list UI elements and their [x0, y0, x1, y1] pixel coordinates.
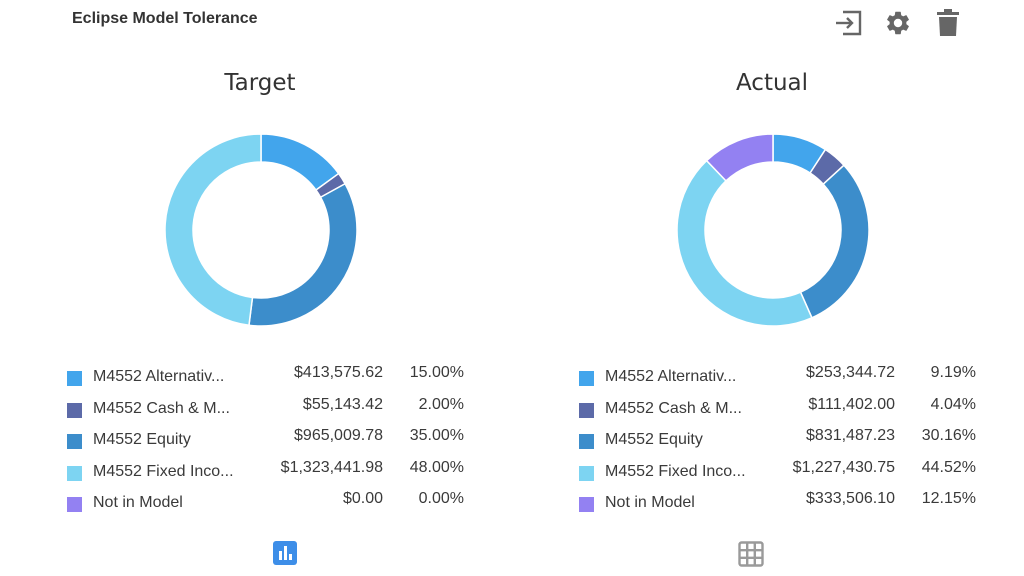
export-button[interactable]	[832, 8, 864, 38]
slice-equity[interactable]	[799, 164, 870, 319]
legend-label: M4552 Cash & M...	[93, 399, 230, 417]
trash-icon	[937, 9, 959, 36]
legend-row-cash: M4552 Cash & M... $111,402.00 4.04%	[577, 395, 997, 427]
actual-chart-title: Actual	[735, 70, 809, 96]
legend-label: M4552 Fixed Inco...	[93, 462, 234, 480]
legend-label: M4552 Alternativ...	[93, 368, 225, 385]
grid-icon	[738, 541, 764, 567]
legend-percent: 35.00%	[409, 427, 464, 444]
delete-button[interactable]	[932, 8, 964, 38]
legend-label: M4552 Equity	[93, 431, 191, 448]
legend-amount: $0.00	[342, 490, 383, 507]
legend-row-alternatives: M4552 Alternativ... $253,344.72 9.19%	[577, 363, 997, 395]
legend-amount: $831,487.23	[806, 427, 895, 444]
legend-amount: $253,344.72	[806, 364, 895, 381]
legend-row-not-in-model: Not in Model $0.00 0.00%	[65, 489, 485, 521]
legend-swatch-fixed-income	[579, 465, 594, 481]
legend-percent: 2.00%	[418, 395, 464, 413]
slice-not-in-model[interactable]	[705, 133, 774, 182]
export-icon	[836, 10, 862, 36]
legend-percent: 4.04%	[930, 395, 976, 413]
legend-row-equity: M4552 Equity $831,487.23 30.16%	[577, 426, 997, 458]
legend-amount: $55,143.42	[302, 395, 383, 413]
legend-swatch-alternatives	[67, 371, 82, 386]
actual-legend: M4552 Alternativ... $253,344.72 9.19% M4…	[577, 363, 997, 521]
legend-swatch-equity	[67, 434, 82, 449]
target-legend: M4552 Alternativ... $413,575.62 15.00% M…	[65, 363, 485, 521]
legend-percent: 9.19%	[930, 364, 976, 381]
legend-row-alternatives: M4552 Alternativ... $413,575.62 15.00%	[65, 363, 485, 395]
legend-label: Not in Model	[605, 494, 695, 511]
legend-amount: $111,402.00	[808, 395, 895, 413]
legend-row-cash: M4552 Cash & M... $55,143.42 2.00%	[65, 395, 485, 427]
legend-percent: 12.15%	[921, 490, 976, 507]
legend-label: M4552 Cash & M...	[605, 399, 742, 417]
legend-row-equity: M4552 Equity $965,009.78 35.00%	[65, 426, 485, 458]
legend-swatch-not-in-model	[579, 497, 594, 512]
slice-fixed-income[interactable]	[164, 133, 262, 327]
gear-icon	[887, 11, 909, 35]
target-chart-title: Target	[224, 70, 296, 96]
legend-swatch-not-in-model	[67, 497, 82, 512]
legend-amount: $965,009.78	[294, 427, 383, 444]
legend-percent: 15.00%	[409, 364, 464, 381]
legend-row-fixed-income: M4552 Fixed Inco... $1,227,430.75 44.52%	[577, 458, 997, 490]
widget-toolbar	[832, 8, 964, 38]
legend-percent: 0.00%	[418, 490, 464, 507]
legend-row-fixed-income: M4552 Fixed Inco... $1,323,441.98 48.00%	[65, 458, 485, 490]
legend-percent: 30.16%	[921, 427, 976, 444]
legend-label: M4552 Equity	[605, 431, 703, 448]
legend-swatch-cash	[67, 402, 82, 418]
table-view-toggle[interactable]	[738, 541, 764, 572]
target-panel: Target M4552 Alternativ... $413,575.62 1…	[60, 60, 480, 520]
widget-title: Eclipse Model Tolerance	[72, 10, 258, 27]
slice-equity[interactable]	[248, 182, 358, 327]
chart-view-toggle[interactable]	[273, 541, 297, 570]
legend-amount: $413,575.62	[294, 364, 383, 381]
legend-percent: 44.52%	[921, 458, 976, 476]
actual-donut-chart	[676, 133, 870, 327]
legend-percent: 48.00%	[409, 458, 464, 476]
legend-amount: $333,506.10	[806, 490, 895, 507]
slice-fixed-income[interactable]	[676, 159, 813, 327]
legend-amount: $1,227,430.75	[792, 458, 895, 476]
legend-swatch-equity	[579, 434, 594, 449]
legend-label: M4552 Alternativ...	[605, 368, 737, 385]
bar-chart-icon	[273, 541, 297, 565]
actual-panel: Actual M4552 Alternativ... $253,344.72 9…	[572, 60, 992, 520]
legend-row-not-in-model: Not in Model $333,506.10 12.15%	[577, 489, 997, 521]
legend-swatch-cash	[579, 402, 594, 418]
legend-swatch-fixed-income	[67, 465, 82, 481]
target-donut-chart	[164, 133, 358, 327]
legend-amount: $1,323,441.98	[280, 458, 383, 476]
legend-swatch-alternatives	[579, 371, 594, 386]
settings-button[interactable]	[882, 8, 914, 38]
legend-label: Not in Model	[93, 494, 183, 511]
legend-label: M4552 Fixed Inco...	[605, 462, 746, 480]
